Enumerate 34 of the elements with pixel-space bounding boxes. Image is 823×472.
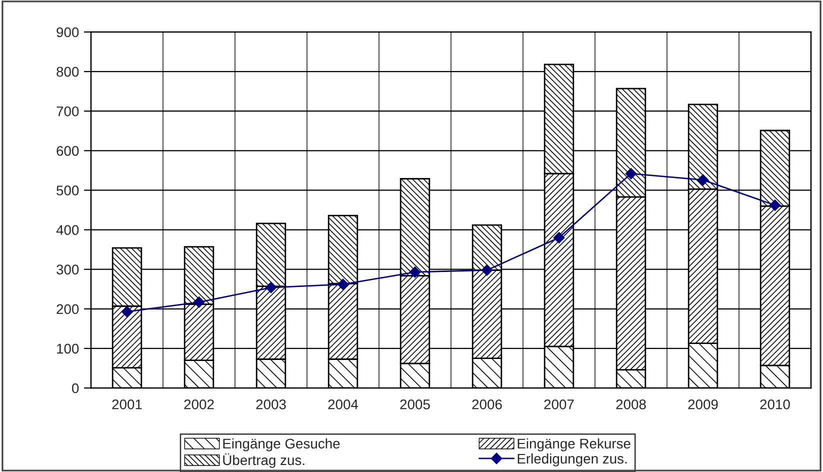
x-tick-label: 2010 <box>760 399 790 410</box>
point <box>481 264 493 276</box>
y-tick-label: 200 <box>56 304 79 314</box>
y-tick-label: 700 <box>56 106 79 116</box>
x-tick-label: 2003 <box>256 399 286 410</box>
y-tick-label: 800 <box>56 66 79 77</box>
point <box>697 174 709 186</box>
point <box>769 200 781 211</box>
legend-label: Übertrag zus. <box>223 453 304 468</box>
y-tick-label: 900 <box>56 27 79 38</box>
y-tick-label: 100 <box>57 344 79 354</box>
y-tick-label: 300 <box>56 264 79 275</box>
point <box>625 168 637 180</box>
x-tick-label: 2004 <box>328 399 358 410</box>
legend-label: Erledigungen zus. <box>518 453 627 466</box>
point <box>121 306 133 318</box>
point <box>193 296 205 308</box>
y-tick-label: 0 <box>72 383 79 394</box>
x-tick-label: 2009 <box>688 399 718 410</box>
y-tick-label: 500 <box>56 186 79 196</box>
point <box>553 232 565 244</box>
point <box>337 278 349 290</box>
legend-label: Eingänge Rekurse <box>518 438 630 452</box>
point <box>265 282 277 294</box>
x-tick-label: 2001 <box>112 399 142 410</box>
x-tick-label: 2002 <box>184 399 214 410</box>
y-tick-label: 600 <box>56 146 79 156</box>
y-tick-label: 400 <box>56 225 79 235</box>
x-tick-label: 2008 <box>616 399 646 410</box>
x-tick-label: 2007 <box>544 399 574 410</box>
point <box>409 266 421 278</box>
legend-label: Eingänge Gesuche <box>223 438 340 452</box>
x-tick-label: 2006 <box>472 399 502 410</box>
x-tick-label: 2005 <box>400 399 430 410</box>
